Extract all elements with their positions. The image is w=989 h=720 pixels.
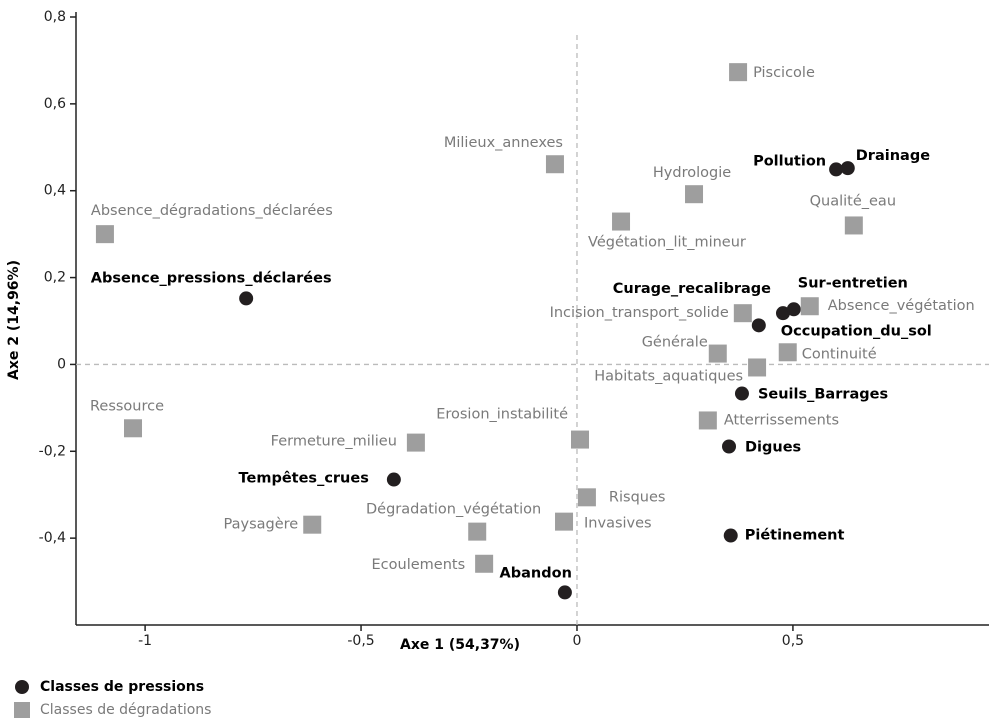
point: [303, 515, 322, 534]
point-label: Erosion_instabilité: [436, 407, 568, 423]
legend-label: Classes de dégradations: [40, 702, 211, 718]
point-label: Curage_recalibrage: [613, 281, 771, 297]
y-tick-label: 0: [57, 356, 66, 372]
point: [734, 386, 749, 401]
point: [723, 528, 738, 543]
point-label: Continuité: [802, 346, 877, 362]
y-axis-title: Axe 2 (14,96%): [6, 260, 22, 380]
point: [124, 419, 143, 438]
point-label: Sur-entretien: [798, 275, 908, 291]
legend-marker: [15, 680, 29, 694]
legend-label: Classes de pressions: [40, 679, 204, 695]
point-label: Occupation_du_sol: [781, 323, 932, 339]
point: [95, 225, 114, 244]
point: [557, 585, 572, 600]
point-label: Digues: [745, 440, 801, 456]
point-label: Invasives: [584, 516, 652, 532]
point: [844, 216, 863, 235]
point: [475, 554, 494, 573]
point: [555, 512, 574, 531]
point-label: Paysagère: [224, 517, 299, 533]
point: [840, 161, 855, 176]
point: [571, 430, 590, 449]
point: [748, 358, 767, 377]
point-label: Dégradation_végétation: [366, 502, 541, 518]
point-label: Seuils_Barrages: [758, 387, 888, 403]
point: [778, 343, 797, 362]
y-tick-label: 0,8: [44, 9, 66, 25]
point-label: Fermeture_milieu: [271, 434, 397, 450]
y-tick-label: -0,4: [39, 530, 66, 546]
point: [708, 344, 727, 363]
point-label: Milieux_annexes: [444, 135, 563, 151]
point: [751, 318, 766, 333]
point: [577, 488, 596, 507]
point-label: Habitats_aquatiques: [594, 368, 743, 384]
y-tick-label: 0,6: [44, 96, 66, 112]
point-label: Hydrologie: [653, 165, 731, 181]
point: [829, 162, 844, 177]
x-tick-label: -0,5: [347, 633, 374, 649]
point: [698, 411, 717, 430]
point: [239, 291, 254, 306]
point-label: Tempêtes_crues: [239, 471, 369, 487]
y-tick-label: 0,4: [44, 183, 66, 199]
point-label: Abandon: [500, 565, 572, 581]
point-label: Générale: [642, 335, 708, 351]
point: [733, 304, 752, 323]
point: [612, 212, 631, 231]
point: [386, 472, 401, 487]
point-label: Piétinement: [745, 528, 845, 544]
point: [685, 185, 704, 204]
point-label: Qualité_eau: [810, 193, 896, 209]
point-label: Ecoulements: [372, 557, 466, 573]
x-tick-label: 0: [573, 633, 582, 649]
point: [722, 439, 737, 454]
point-label: Atterrissements: [724, 412, 839, 428]
point-label: Absence_pressions_déclarées: [91, 270, 332, 286]
x-tick-label: -1: [138, 633, 152, 649]
point-label: Risques: [609, 489, 666, 505]
x-axis-title: Axe 1 (54,37%): [400, 637, 520, 653]
point-label: Absence_dégradations_déclarées: [91, 203, 333, 219]
point-label: Pollution: [753, 153, 826, 169]
point: [800, 297, 819, 316]
point: [775, 306, 790, 321]
x-tick-label: 0,5: [782, 633, 804, 649]
y-tick-label: 0,2: [44, 270, 66, 286]
point-label: Absence_végétation: [828, 298, 975, 314]
point: [786, 302, 801, 317]
point: [545, 155, 564, 174]
point: [468, 522, 487, 541]
point-label: Incision_transport_solide: [550, 305, 729, 321]
point-label: Ressource: [90, 398, 164, 414]
y-tick-label: -0,2: [39, 443, 66, 459]
point: [729, 63, 748, 82]
point-label: Piscicole: [753, 65, 815, 81]
legend-marker: [14, 702, 30, 718]
point-label: Végétation_lit_mineur: [588, 235, 746, 251]
point: [406, 433, 425, 452]
point-label: Drainage: [856, 148, 930, 164]
